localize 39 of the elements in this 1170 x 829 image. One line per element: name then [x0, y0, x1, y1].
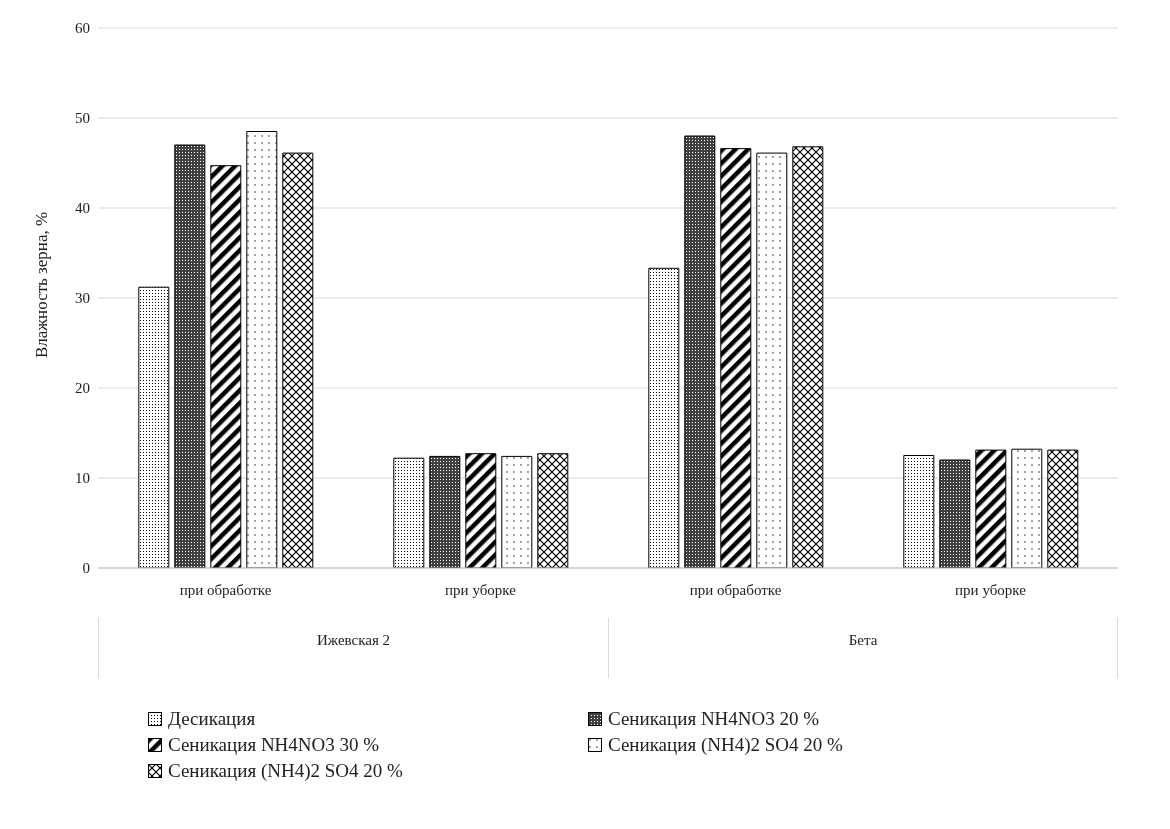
- bar: [429, 455, 461, 568]
- bar: [246, 131, 278, 568]
- bar: [903, 455, 935, 568]
- bar: [393, 457, 425, 568]
- y-tick-label: 50: [75, 110, 90, 127]
- bar: [174, 144, 206, 568]
- bar: [648, 267, 680, 568]
- bar: [138, 286, 170, 568]
- legend-label: Сеникация NH4NO3 30 %: [168, 734, 380, 756]
- legend-label: Десикация: [168, 708, 256, 730]
- bar: [1011, 448, 1043, 568]
- bar: [684, 135, 716, 568]
- text: Ижевская 2: [316, 632, 391, 648]
- y-tick-label: 40: [75, 200, 90, 217]
- bar: [465, 453, 497, 568]
- y-tick-label: 0: [82, 560, 90, 577]
- bar: [975, 449, 1007, 568]
- x-tick-label: при уборке: [445, 581, 517, 598]
- bar: [210, 165, 242, 568]
- y-tick-label: 30: [75, 290, 90, 307]
- legend-label: Сеникация NH4NO3 20 %: [608, 708, 820, 730]
- bar: [537, 453, 569, 568]
- bar: [939, 459, 971, 568]
- bar: [1047, 449, 1079, 568]
- bar: [720, 148, 752, 568]
- y-tick-label: 10: [75, 470, 90, 487]
- x-tick-label: при обработке: [689, 581, 782, 598]
- x-tick-label: при уборке: [955, 581, 1027, 598]
- legend-label: Сеникация (NH4)2 SO4 20 %: [608, 734, 843, 756]
- bar: [501, 455, 533, 568]
- y-tick-label: 60: [75, 20, 90, 37]
- bar: [792, 146, 824, 568]
- bar: [756, 152, 788, 568]
- text: Бета: [848, 632, 878, 648]
- legend-label: Сеникация (NH4)2 SO4 20 %: [168, 760, 403, 782]
- y-axis-title: Влажность зерна, %: [32, 211, 52, 358]
- x-tick-label: при обработке: [179, 581, 272, 598]
- bar: [282, 152, 314, 568]
- y-tick-label: 20: [75, 380, 90, 397]
